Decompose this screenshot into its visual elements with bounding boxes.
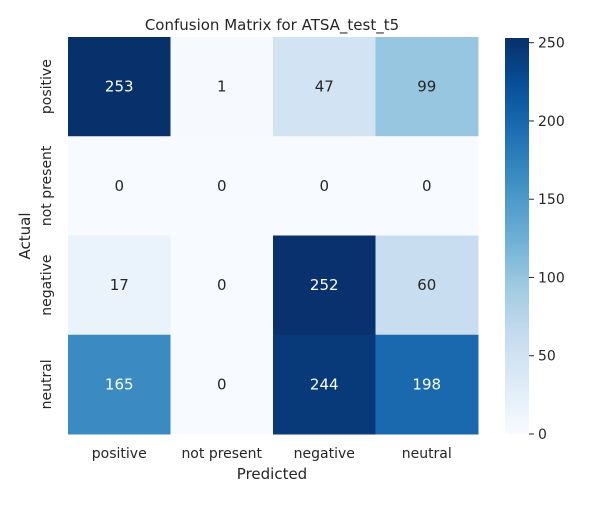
heatmap-cell — [375, 334, 479, 435]
cell-value-label: 1 — [217, 78, 227, 96]
cell-value-label: 99 — [417, 78, 436, 96]
colorbar-tick-label: 200 — [538, 114, 565, 130]
heatmap-cell — [68, 235, 171, 336]
cell-value-label: 252 — [310, 276, 339, 294]
x-tick-label: neutral — [402, 446, 452, 462]
colorbar-tick-label: 0 — [538, 427, 547, 443]
heatmap-cell — [170, 136, 274, 236]
heatmap-cell — [170, 235, 274, 336]
cell-value-label: 244 — [310, 375, 339, 393]
heatmap-cells: 253 1 47 99 0 0 0 0 17 0 252 60 165 0 244 198 — [68, 37, 479, 435]
heatmap-cell — [273, 334, 376, 435]
chart-title: Confusion Matrix for ATSA_test_t5 — [145, 16, 399, 35]
cell-value-label: 198 — [412, 375, 441, 393]
cell-value-label: 60 — [417, 276, 436, 294]
heatmap-cell — [170, 334, 274, 435]
cell-value-label: 165 — [105, 375, 134, 393]
heatmap-cell — [68, 334, 171, 435]
heatmap-cell — [273, 136, 376, 236]
y-tick-label: negative — [39, 255, 55, 316]
cell-value-label: 0 — [217, 276, 227, 294]
colorbar-tick-label: 50 — [538, 349, 556, 365]
y-tick-labels: positive not present negative neutral — [39, 59, 55, 409]
x-tick-label: not present — [181, 446, 262, 462]
x-tick-labels: positive not present negative neutral — [92, 446, 452, 462]
cell-value-label: 0 — [114, 177, 124, 195]
heatmap-cell — [375, 235, 479, 336]
heatmap-cell — [170, 37, 274, 137]
x-axis-label: Predicted — [237, 465, 307, 483]
cell-value-label: 253 — [105, 78, 134, 96]
cell-value-label: 17 — [110, 276, 129, 294]
x-tick-label: positive — [92, 446, 147, 462]
heatmap-cell — [68, 136, 171, 236]
colorbar-ticks: 0 50 100 150 200 250 — [529, 36, 565, 443]
cell-value-label: 0 — [217, 177, 227, 195]
colorbar-tick-label: 150 — [538, 192, 565, 208]
heatmap-cell — [273, 235, 376, 336]
heatmap-cell — [375, 136, 479, 236]
cell-value-label: 0 — [217, 375, 227, 393]
cell-value-label: 47 — [315, 78, 334, 96]
y-axis-label: Actual — [16, 213, 34, 260]
heatmap-cell — [375, 37, 479, 137]
cell-value-label: 0 — [319, 177, 329, 195]
y-tick-label: positive — [39, 59, 55, 114]
cell-value-label: 0 — [422, 177, 432, 195]
colorbar — [505, 38, 529, 434]
heatmap-cell — [273, 37, 376, 137]
y-tick-label: not present — [39, 145, 55, 226]
colorbar-tick-label: 100 — [538, 270, 565, 286]
y-tick-label: neutral — [39, 359, 55, 409]
heatmap-cell — [68, 37, 171, 137]
colorbar-tick-label: 250 — [538, 36, 565, 52]
x-tick-label: negative — [294, 446, 355, 462]
